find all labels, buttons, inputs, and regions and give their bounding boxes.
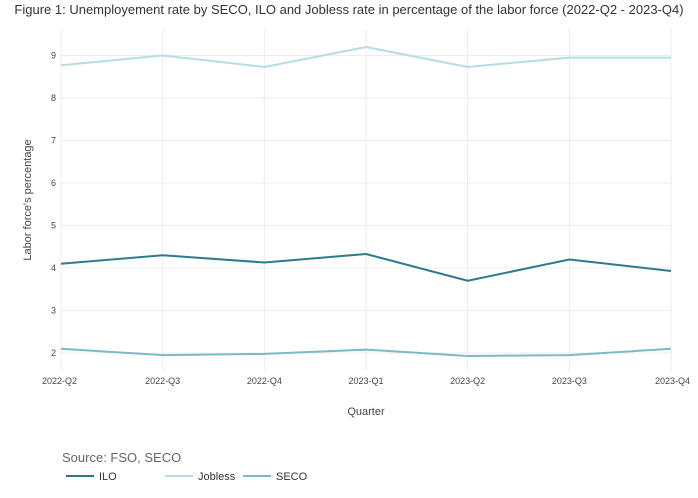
y-tick-label: 6	[51, 178, 56, 188]
y-tick-label: 2	[51, 348, 56, 358]
x-axis-ticks: 2022-Q2 2022-Q3 2022-Q4 2023-Q1 2023-Q2 2023-…	[42, 376, 690, 386]
x-tick-label: 2022-Q4	[247, 376, 282, 386]
legend: ILO Jobless SECO	[66, 471, 308, 483]
series-line-seco	[60, 347, 672, 357]
y-tick-label: 8	[51, 93, 56, 103]
y-axis-ticks: 2 3 4 5 6 7 8 9	[51, 51, 56, 359]
y-tick-label: 3	[51, 306, 56, 316]
x-axis-title: Quarter	[347, 406, 385, 418]
grid	[60, 30, 672, 370]
series-line-ilo	[60, 252, 672, 282]
series-lines	[60, 46, 672, 357]
x-tick-label: 2023-Q3	[552, 376, 587, 386]
y-axis-title: Labor force's percentage	[22, 139, 34, 260]
x-tick-label: 2022-Q2	[42, 376, 77, 386]
x-tick-label: 2023-Q1	[348, 376, 383, 386]
x-tick-label: 2023-Q2	[450, 376, 485, 386]
x-tick-label: 2022-Q3	[145, 376, 180, 386]
legend-label-ilo: ILO	[99, 471, 117, 483]
source-note: Source: FSO, SECO	[62, 450, 181, 465]
y-tick-label: 5	[51, 221, 56, 231]
x-tick-label: 2023-Q4	[655, 376, 690, 386]
legend-label-seco: SECO	[276, 471, 308, 483]
y-tick-label: 9	[51, 51, 56, 61]
y-tick-label: 4	[51, 263, 56, 273]
y-tick-label: 7	[51, 136, 56, 146]
chart-title: Figure 1: Unemployement rate by SECO, IL…	[14, 2, 683, 17]
legend-label-jobless: Jobless	[198, 471, 236, 483]
series-line-jobless	[60, 46, 671, 68]
